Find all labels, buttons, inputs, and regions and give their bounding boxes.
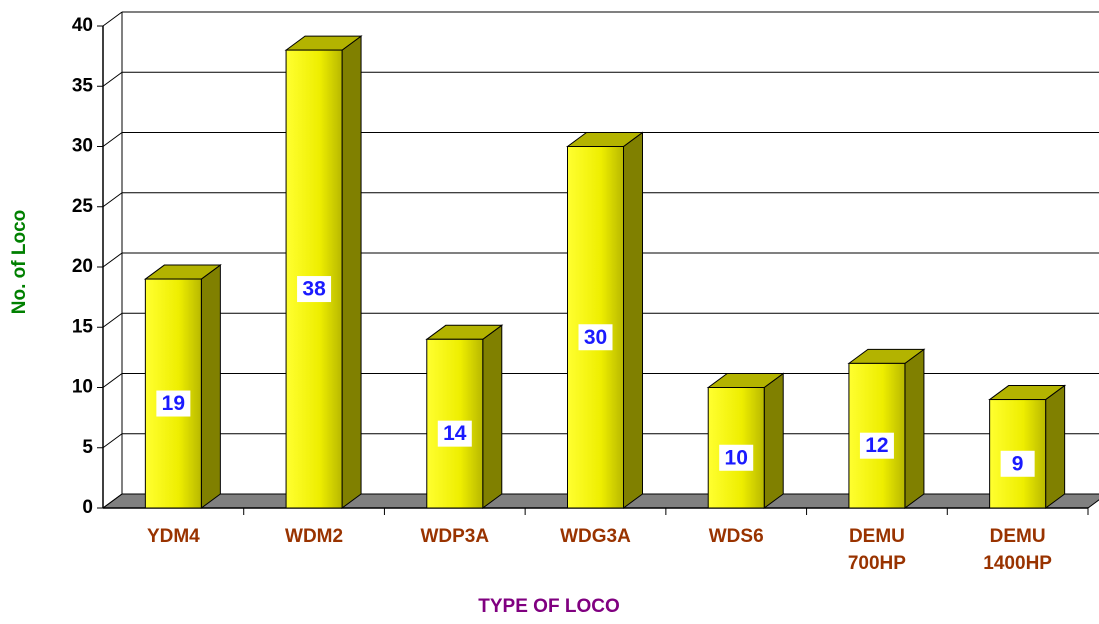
data-label-box bbox=[719, 444, 754, 471]
data-label: 12 bbox=[865, 434, 888, 457]
x-tick-label: WDP3A bbox=[420, 526, 490, 547]
bar-side bbox=[341, 35, 362, 509]
x-tick-label: DEMU 1400HP bbox=[983, 526, 1052, 574]
x-axis-title: TYPE OF LOCO bbox=[478, 596, 619, 617]
bar-side bbox=[763, 372, 784, 509]
grid-line bbox=[102, 11, 123, 27]
x-tick-label: WDS6 bbox=[708, 526, 764, 547]
data-label-box bbox=[1000, 450, 1035, 477]
y-tick-label: 5 bbox=[82, 437, 93, 458]
grid-line bbox=[102, 312, 123, 328]
data-label-box bbox=[859, 432, 894, 459]
y-tick-label: 10 bbox=[72, 377, 93, 398]
bar-side bbox=[904, 348, 925, 509]
data-label-box bbox=[297, 276, 332, 303]
data-label-box bbox=[156, 390, 191, 417]
grid-line bbox=[102, 252, 123, 268]
y-tick-label: 0 bbox=[82, 497, 93, 518]
x-tick-label: WDG3A bbox=[560, 526, 631, 547]
data-label: 9 bbox=[1012, 452, 1024, 475]
data-label: 19 bbox=[162, 392, 185, 415]
bar-side bbox=[1045, 384, 1066, 509]
x-tick-label: DEMU 700HP bbox=[847, 526, 906, 574]
y-tick-label: 30 bbox=[72, 136, 93, 157]
grid-line bbox=[102, 433, 123, 449]
grid-line bbox=[102, 71, 123, 87]
data-label: 38 bbox=[302, 278, 326, 301]
y-tick-label: 25 bbox=[72, 196, 94, 217]
y-axis-title: No. of Loco bbox=[9, 210, 30, 314]
grid-line bbox=[102, 373, 123, 388]
bar-side bbox=[200, 264, 221, 509]
data-label-box bbox=[437, 420, 472, 447]
data-label: 30 bbox=[584, 326, 607, 349]
grid-line bbox=[102, 132, 123, 147]
bar-side bbox=[623, 131, 643, 509]
data-label-box bbox=[578, 324, 613, 351]
y-tick-label: 15 bbox=[72, 316, 94, 337]
y-tick-label: 35 bbox=[72, 75, 94, 96]
data-label: 10 bbox=[725, 446, 748, 469]
y-tick-label: 20 bbox=[72, 256, 93, 277]
grid-line bbox=[102, 493, 123, 509]
x-tick-label: YDM4 bbox=[146, 526, 200, 547]
data-label: 14 bbox=[443, 422, 467, 445]
grid-line bbox=[102, 192, 123, 208]
y-tick-label: 40 bbox=[72, 15, 93, 36]
bar-side bbox=[482, 324, 503, 509]
x-tick-label: WDM2 bbox=[285, 526, 344, 547]
